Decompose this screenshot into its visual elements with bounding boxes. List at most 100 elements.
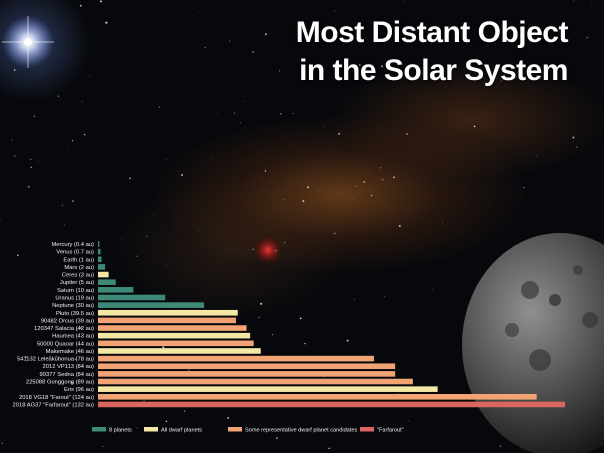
distance-bar xyxy=(98,394,537,400)
star-icon xyxy=(370,194,373,197)
star-icon xyxy=(576,146,578,148)
star-icon xyxy=(1,442,4,444)
star-icon xyxy=(393,176,395,179)
star-icon xyxy=(105,21,108,24)
star-icon xyxy=(272,334,274,336)
star-icon xyxy=(252,248,254,251)
star-icon xyxy=(10,139,13,142)
star-icon xyxy=(145,235,148,238)
star-icon xyxy=(166,264,168,266)
star-icon xyxy=(188,369,190,371)
star-icon xyxy=(101,16,103,18)
star-icon xyxy=(381,65,384,68)
star-icon xyxy=(299,317,302,320)
distance-bar xyxy=(98,241,100,247)
distance-bar xyxy=(98,248,101,255)
star-icon xyxy=(572,136,575,139)
star-icon xyxy=(355,185,357,187)
star-icon xyxy=(136,255,138,257)
category-label: Haumea (43 au) xyxy=(52,334,94,340)
distance-bar xyxy=(98,363,396,370)
star-icon xyxy=(181,173,184,177)
distance-bar xyxy=(98,256,102,263)
star-icon xyxy=(405,70,407,73)
category-label: Ceres (3 au) xyxy=(62,273,94,279)
star-icon xyxy=(7,110,9,112)
distance-bar xyxy=(98,309,238,316)
star-icon xyxy=(278,70,281,72)
star-icon xyxy=(61,204,64,207)
star-icon xyxy=(500,80,503,82)
star-icon xyxy=(408,420,410,422)
star-icon xyxy=(152,214,154,216)
star-icon xyxy=(442,72,443,73)
category-label: 90377 Sedna (84 au) xyxy=(40,372,95,378)
star-icon xyxy=(100,0,102,3)
category-label: Makemake (46 au) xyxy=(46,349,94,355)
legend-swatch xyxy=(92,427,106,432)
star-icon xyxy=(46,398,47,400)
star-icon xyxy=(83,133,86,136)
category-label: Saturn (10 au) xyxy=(57,288,94,294)
category-label: 225088 Gonggong (89 au) xyxy=(26,380,94,386)
star-icon xyxy=(330,149,331,151)
category-label: Neptune (30 au) xyxy=(52,303,94,309)
star-icon xyxy=(380,167,382,169)
star-icon xyxy=(358,64,361,66)
star-icon xyxy=(67,148,69,149)
category-label: Mercury (0.4 au) xyxy=(51,242,94,248)
star-icon xyxy=(295,253,297,255)
star-icon xyxy=(260,302,263,305)
star-icon xyxy=(346,339,349,342)
star-icon xyxy=(162,346,165,349)
star-icon xyxy=(13,69,16,71)
distance-bar xyxy=(98,279,116,285)
distance-bar xyxy=(98,332,251,339)
star-icon xyxy=(282,199,284,201)
star-icon xyxy=(75,329,78,331)
star-icon xyxy=(307,186,309,189)
category-label: 2018 AG37 "Farfarout" (132 au) xyxy=(13,402,95,408)
star-icon xyxy=(425,6,426,7)
category-label: 2012 VP113 (84 au) xyxy=(43,364,95,370)
star-icon xyxy=(499,445,502,447)
star-icon xyxy=(166,159,168,161)
category-label: 50000 Quaoar (44 au) xyxy=(37,341,94,347)
star-icon xyxy=(102,445,104,448)
legend-label: All dwarf planets xyxy=(161,428,202,434)
red-nebula-icon xyxy=(254,236,282,264)
star-icon xyxy=(217,113,219,114)
star-icon xyxy=(264,170,267,172)
star-icon xyxy=(81,100,83,103)
star-icon xyxy=(80,327,82,329)
category-label: 2018 VG18 "Farout" (124 au) xyxy=(19,395,94,401)
category-label: Uranus (19 au) xyxy=(55,295,94,301)
star-icon xyxy=(334,10,336,12)
distance-bar xyxy=(98,294,166,301)
star-icon xyxy=(335,256,337,258)
star-icon xyxy=(302,200,305,203)
star-icon xyxy=(363,181,366,183)
star-icon xyxy=(227,417,230,419)
star-icon xyxy=(208,285,209,286)
star-icon xyxy=(228,40,231,42)
distance-bar xyxy=(98,371,396,377)
star-icon xyxy=(165,420,168,423)
distance-bar xyxy=(98,302,205,308)
star-icon xyxy=(16,254,19,257)
category-label: 541132 Leleākūhonua (78 au) xyxy=(17,357,94,363)
star-icon xyxy=(89,75,91,77)
star-icon xyxy=(244,100,246,102)
star-icon xyxy=(143,399,145,402)
legend-swatch xyxy=(144,427,158,432)
star-icon xyxy=(353,298,355,301)
star-icon xyxy=(71,140,73,142)
star-icon xyxy=(57,95,60,98)
star-icon xyxy=(304,342,306,345)
legend-swatch xyxy=(360,427,374,432)
star-icon xyxy=(14,155,16,157)
title-line-2: in the Solar System xyxy=(299,54,568,87)
star-icon xyxy=(275,437,278,440)
star-icon xyxy=(233,112,235,114)
